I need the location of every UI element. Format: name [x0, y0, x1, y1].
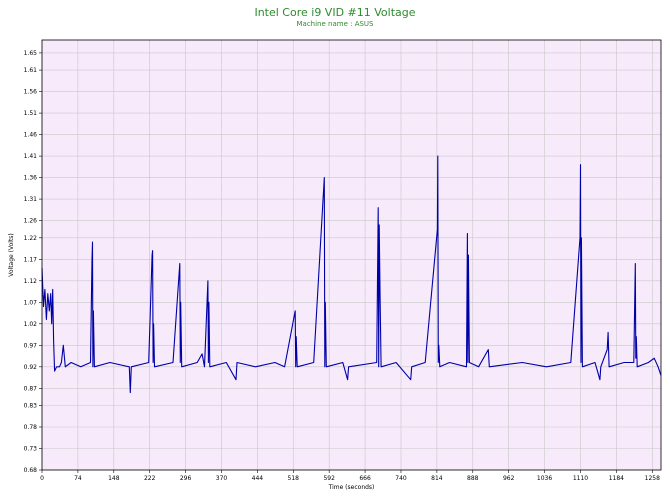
y-tick-label: 0.78 — [24, 424, 38, 431]
y-tick-label: 1.31 — [24, 196, 38, 203]
x-tick-label: 296 — [180, 475, 192, 482]
y-tick-label: 1.12 — [24, 278, 38, 285]
voltage-series-line — [41, 155, 662, 394]
y-tick-label: 1.36 — [24, 175, 38, 182]
y-tick-label: 1.56 — [24, 89, 38, 96]
x-tick-label: 962 — [503, 475, 515, 482]
x-tick-label: 666 — [359, 475, 371, 482]
x-tick-label: 148 — [108, 475, 120, 482]
y-tick-label: 0.97 — [24, 342, 38, 349]
x-tick-label: 1258 — [645, 475, 660, 482]
x-tick-label: 888 — [467, 475, 479, 482]
plot-frame — [41, 39, 662, 471]
y-tick-label: 1.61 — [24, 67, 38, 74]
y-tick-label: 0.73 — [24, 446, 38, 453]
axis-ticks: 0 74 148 222 296 370 444 518 592 666 740 814 888 962 1… — [24, 50, 660, 482]
y-tick-label: 1.46 — [24, 132, 38, 139]
x-tick-label: 0 — [40, 475, 44, 482]
x-axis-title: Time (seconds) — [328, 484, 375, 491]
y-tick-label: 0.92 — [24, 364, 38, 371]
x-tick-label: 444 — [252, 475, 264, 482]
y-tick-label: 1.07 — [24, 299, 38, 306]
y-tick-label: 1.65 — [24, 50, 38, 57]
x-tick-label: 592 — [323, 475, 335, 482]
plot-area — [42, 40, 661, 470]
y-tick-label: 1.02 — [24, 321, 38, 328]
x-tick-label: 222 — [144, 475, 156, 482]
y-tick-label: 1.22 — [24, 235, 38, 242]
x-tick-label: 740 — [395, 475, 407, 482]
y-tick-label: 0.83 — [24, 403, 38, 410]
y-tick-label: 0.68 — [24, 467, 38, 474]
x-tick-label: 1184 — [609, 475, 624, 482]
y-tick-label: 1.41 — [24, 153, 38, 160]
chart-title: Intel Core i9 VID #11 Voltage — [254, 6, 416, 19]
x-tick-label: 74 — [74, 475, 82, 482]
series-layer — [41, 155, 662, 394]
x-tick-label: 814 — [431, 475, 443, 482]
x-tick-label: 518 — [288, 475, 300, 482]
chart-subtitle: Machine name : ASUS — [296, 20, 374, 28]
x-tick-label: 1036 — [537, 475, 552, 482]
y-tick-label: 0.87 — [24, 385, 38, 392]
y-tick-label: 1.51 — [24, 110, 38, 117]
x-tick-label: 1110 — [573, 475, 588, 482]
y-tick-label: 1.26 — [24, 218, 38, 225]
y-tick-label: 1.17 — [24, 256, 38, 263]
y-axis-title: Voltage (Volts) — [8, 233, 15, 277]
x-tick-label: 370 — [216, 475, 228, 482]
